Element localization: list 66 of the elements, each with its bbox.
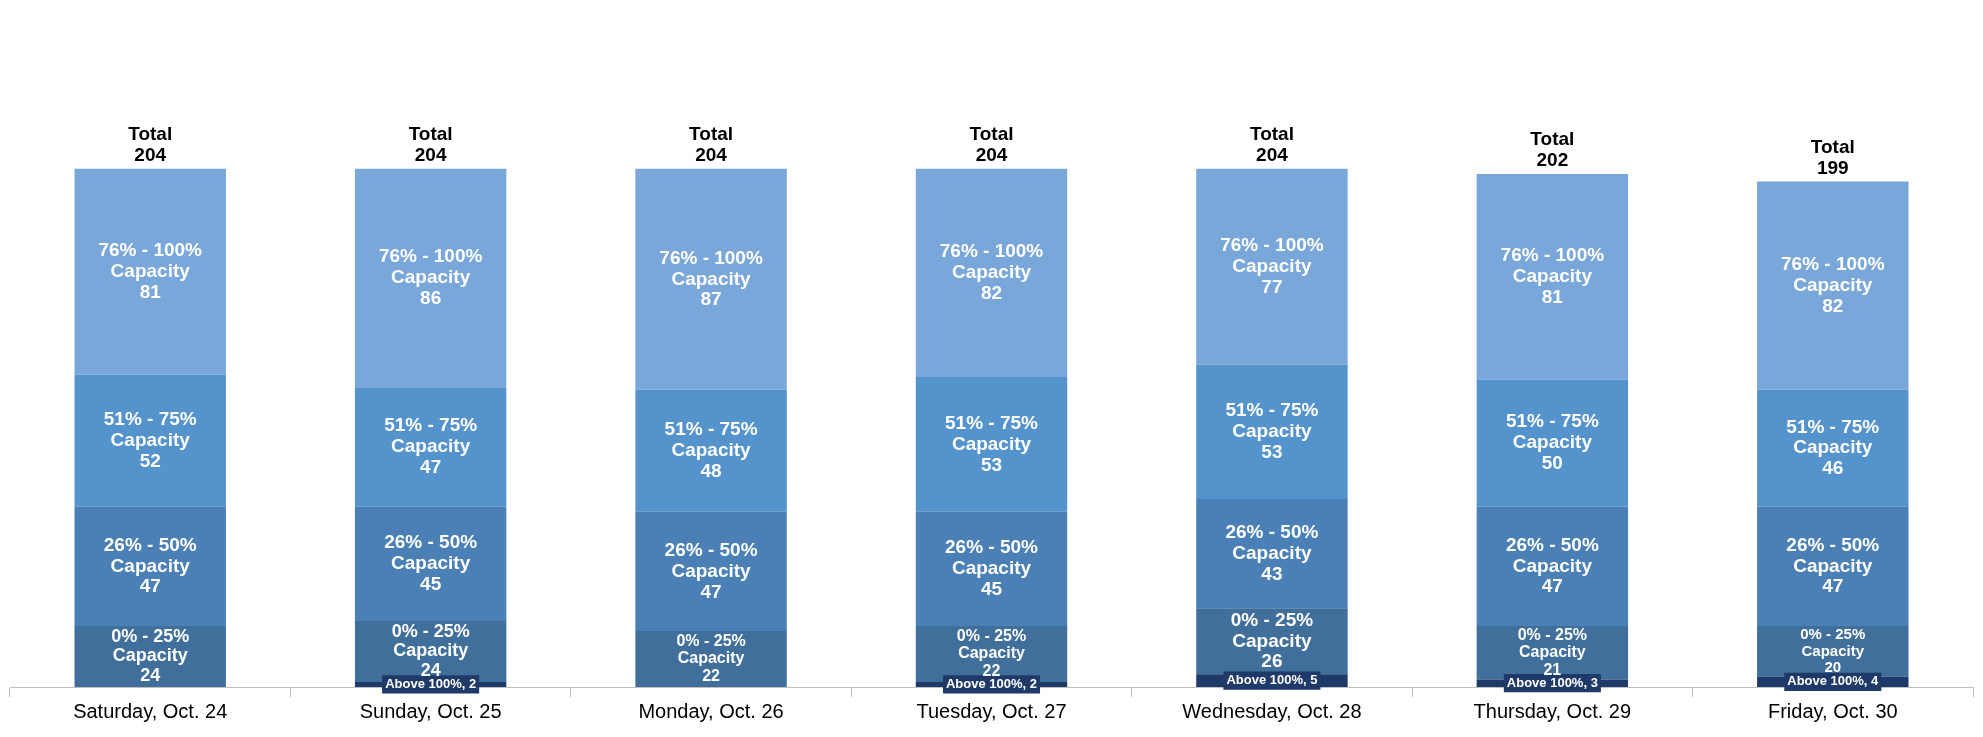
bar (915, 168, 1068, 378)
data-label: 26% - 50% Capacity 47 (103, 533, 197, 597)
bar (1757, 181, 1909, 390)
data-label: 76% - 100% Capacity 82 (939, 240, 1044, 304)
data-label: Above 100%, 5 (1226, 672, 1318, 688)
x-tick-label: Sunday, Oct. 25 (359, 699, 502, 722)
data-label: 51% - 75% Capacity 52 (103, 407, 197, 471)
data-label: 51% - 75% Capacity 50 (1505, 410, 1599, 474)
bar (74, 506, 226, 627)
total-label: Total 202 (1530, 127, 1575, 170)
data-label: Above 100%, 3 (1506, 674, 1598, 690)
data-label: 26% - 50% Capacity 45 (945, 536, 1039, 600)
x-tick-label: Monday, Oct. 26 (638, 699, 784, 722)
data-label: 51% - 75% Capacity 53 (945, 411, 1039, 475)
bar (915, 511, 1068, 627)
bar (354, 168, 507, 388)
bar (635, 168, 787, 390)
x-tick-label: Wednesday, Oct. 28 (1182, 699, 1362, 722)
bar (1476, 379, 1629, 507)
data-label: 51% - 75% Capacity 46 (1786, 415, 1880, 479)
data-label: 0% - 25% Capacity 20 (1800, 625, 1866, 676)
data-label: Above 100%, 2 (945, 676, 1038, 692)
data-label: 76% - 100% Capacity 87 (659, 246, 763, 310)
data-label: 76% - 100% Capacity 82 (1781, 253, 1885, 316)
data-label: 26% - 50% Capacity 47 (1786, 533, 1880, 597)
data-label: 51% - 75% Capacity 47 (384, 414, 478, 478)
data-label: 76% - 100% Capacity 86 (378, 245, 483, 309)
bar (1196, 364, 1348, 500)
data-label: 26% - 50% Capacity 47 (1505, 533, 1599, 597)
data-label: Above 100%, 2 (385, 676, 477, 692)
data-label: 26% - 50% Capacity 43 (1225, 520, 1319, 584)
bar (635, 389, 787, 512)
bar (915, 377, 1068, 512)
bar (1196, 168, 1348, 365)
data-label: 76% - 100% Capacity 81 (1500, 244, 1605, 307)
bar (1476, 506, 1629, 627)
bar (354, 506, 507, 621)
bar (354, 387, 507, 507)
x-tick-label: Saturday, Oct. 24 (73, 699, 228, 722)
data-label: 76% - 100% Capacity 81 (98, 239, 203, 302)
bar (635, 511, 787, 632)
data-label: 76% - 100% Capacity 77 (1220, 233, 1324, 297)
data-label: 26% - 50% Capacity 45 (384, 531, 478, 594)
total-label: Total 204 (408, 122, 453, 165)
bar (1757, 506, 1909, 627)
bar (1476, 173, 1629, 380)
total-label: Total 204 (128, 122, 173, 165)
data-label: 26% - 50% Capacity 47 (664, 538, 758, 602)
data-label: 51% - 75% Capacity 48 (664, 418, 758, 481)
x-tick-label: Thursday, Oct. 29 (1473, 699, 1632, 722)
x-tick-label: Friday, Oct. 30 (1767, 699, 1898, 722)
data-label: 0% - 25% Capacity 24 (111, 625, 190, 686)
data-label: 0% - 25% Capacity 22 (956, 626, 1027, 679)
bar (74, 168, 226, 375)
data-label: 51% - 75% Capacity 53 (1225, 399, 1319, 462)
data-label: Above 100%, 4 (1787, 673, 1880, 689)
data-label: 0% - 25% Capacity 26 (1230, 608, 1314, 672)
bar (1196, 499, 1348, 609)
total-label: Total 204 (969, 122, 1014, 165)
total-label: Total 204 (689, 122, 734, 165)
bar (1757, 389, 1909, 507)
x-tick-label: Tuesday, Oct. 27 (916, 699, 1067, 722)
total-label: Total 204 (1249, 122, 1294, 165)
total-label: Total 199 (1810, 135, 1855, 178)
data-label: 0% - 25% Capacity 22 (676, 631, 746, 685)
bar (74, 374, 226, 507)
